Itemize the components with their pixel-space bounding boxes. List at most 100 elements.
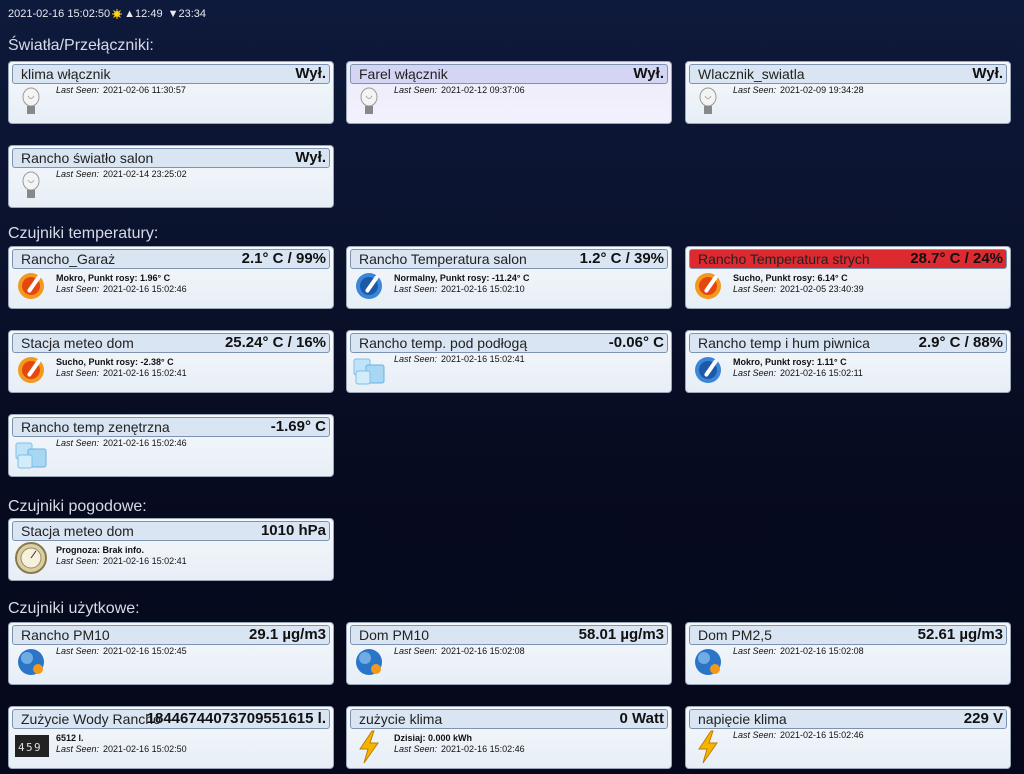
device-card: Stacja meteo dom 1010 hPa Prognoza: Brak i… (8, 518, 334, 581)
device-name: Rancho Temperatura strych (698, 251, 870, 267)
last-seen: Last Seen: 2021-02-16 15:02:08 (394, 646, 525, 656)
device-name: Wlacznik_swiatla (698, 66, 805, 82)
last-seen-time: 2021-02-16 15:02:46 (103, 284, 187, 294)
section-title: Światła/Przełączniki: (8, 37, 154, 54)
last-seen: Last Seen: 2021-02-16 15:02:50 (56, 744, 187, 754)
card-header: napięcie klima 229 V (689, 709, 1007, 729)
device-name: Rancho Temperatura salon (359, 251, 527, 267)
device-icon (15, 542, 47, 574)
device-detail: Sucho, Punkt rosy: 6.14° C (733, 273, 848, 283)
last-seen-label: Last Seen: (733, 730, 777, 740)
device-icon (15, 442, 47, 469)
device-icon (695, 649, 721, 675)
device-card: napięcie klima 229 V Last Seen: 2021-02-16 … (685, 706, 1011, 769)
device-card: Stacja meteo dom 25.24° C / 16% Sucho, Pun… (8, 330, 334, 393)
last-seen: Last Seen: 2021-02-16 15:02:08 (733, 646, 864, 656)
device-card: Farel włącznik Wył. Last Seen: 2021-02-12 0… (346, 61, 672, 124)
last-seen-time: 2021-02-09 19:34:28 (780, 85, 864, 95)
device-name: Zużycie Wody Rancho (21, 711, 161, 727)
last-seen-label: Last Seen: (733, 646, 777, 656)
device-card: Dom PM10 58.01 µg/m3 Last Seen: 2021-02-16 … (346, 622, 672, 685)
device-icon (353, 358, 385, 385)
last-seen-label: Last Seen: (56, 556, 100, 566)
status-bar: 2021-02-16 15:02:50 ▲12:49 ▼23:34 (8, 8, 206, 20)
device-value: 29.1 µg/m3 (248, 626, 326, 643)
device-value: Wył. (295, 149, 326, 166)
last-seen: Last Seen: 2021-02-16 15:02:10 (394, 284, 525, 294)
card-header: Rancho temp i hum piwnica 2.9° C / 88% (689, 333, 1007, 353)
device-name: zużycie klima (359, 711, 443, 727)
device-value: 18446744073709551615 l. (146, 710, 326, 727)
last-seen-label: Last Seen: (733, 284, 777, 294)
device-value: Wył. (295, 65, 326, 82)
device-card: Rancho PM10 29.1 µg/m3 Last Seen: 2021-02-1… (8, 622, 334, 685)
svg-text:9: 9 (34, 741, 41, 754)
device-name: Stacja meteo dom (21, 523, 134, 539)
last-seen-time: 2021-02-12 09:37:06 (441, 85, 525, 95)
device-name: Rancho temp zenętrzna (21, 419, 170, 435)
device-card: Rancho Temperatura strych 28.7° C / 24% Su… (685, 246, 1011, 309)
device-value: -0.06° C (608, 334, 664, 351)
device-detail: Normalny, Punkt rosy: -11.24° C (394, 273, 530, 283)
last-seen: Last Seen: 2021-02-16 15:02:46 (733, 730, 864, 740)
device-value: 0 Watt (619, 710, 664, 727)
card-header: Rancho światło salon Wył. (12, 148, 330, 168)
card-header: Dom PM2,5 52.61 µg/m3 (689, 625, 1007, 645)
device-name: Rancho temp i hum piwnica (698, 335, 870, 351)
device-name: Farel włącznik (359, 66, 448, 82)
card-header: zużycie klima 0 Watt (350, 709, 668, 729)
last-seen-label: Last Seen: (394, 85, 438, 95)
sunset: ▼23:34 (167, 8, 206, 20)
card-header: Rancho Temperatura salon 1.2° C / 39% (350, 249, 668, 269)
card-header: Rancho PM10 29.1 µg/m3 (12, 625, 330, 645)
device-icon (356, 649, 382, 675)
section-title: Czujniki użytkowe: (8, 600, 140, 617)
last-seen-time: 2021-02-16 15:02:46 (441, 744, 525, 754)
last-seen: Last Seen: 2021-02-16 15:02:46 (56, 438, 187, 448)
last-seen: Last Seen: 2021-02-06 11:30:57 (56, 85, 186, 95)
last-seen-label: Last Seen: (56, 438, 100, 448)
section-title: Czujniki temperatury: (8, 225, 159, 242)
device-icon (18, 273, 44, 299)
card-header: Rancho Temperatura strych 28.7° C / 24% (689, 249, 1007, 269)
device-icon (695, 273, 721, 299)
device-value: Wył. (633, 65, 664, 82)
device-icon (695, 357, 721, 383)
device-card: Wlacznik_swiatla Wył. Last Seen: 2021-02-09… (685, 61, 1011, 124)
last-seen: Last Seen: 2021-02-16 15:02:41 (56, 368, 187, 378)
device-value: 229 V (963, 710, 1003, 727)
last-seen-time: 2021-02-16 15:02:41 (103, 556, 187, 566)
last-seen-time: 2021-02-16 15:02:41 (441, 354, 525, 364)
device-card: Rancho temp. pod podłogą -0.06° C Last See… (346, 330, 672, 393)
last-seen: Last Seen: 2021-02-16 15:02:45 (56, 646, 187, 656)
last-seen-time: 2021-02-16 15:02:10 (441, 284, 525, 294)
last-seen-time: 2021-02-16 15:02:08 (780, 646, 864, 656)
device-name: klima włącznik (21, 66, 111, 82)
device-icon (18, 649, 44, 675)
device-detail: Prognoza: Brak info. (56, 545, 145, 555)
last-seen: Last Seen: 2021-02-16 15:02:46 (394, 744, 525, 754)
section-title: Czujniki pogodowe: (8, 498, 147, 515)
last-seen-label: Last Seen: (394, 284, 438, 294)
sunrise: ▲12:49 (124, 8, 163, 20)
last-seen-label: Last Seen: (394, 646, 438, 656)
device-icon (18, 357, 44, 383)
svg-text:5: 5 (26, 741, 33, 754)
device-value: 28.7° C / 24% (910, 250, 1003, 267)
device-detail: Mokro, Punkt rosy: 1.96° C (56, 273, 171, 283)
device-value: 1010 hPa (260, 522, 326, 539)
last-seen-label: Last Seen: (56, 646, 100, 656)
last-seen-time: 2021-02-06 11:30:57 (103, 85, 186, 95)
device-name: Rancho temp. pod podłogą (359, 335, 528, 351)
device-icon (698, 730, 718, 764)
device-value: 2.1° C / 99% (241, 250, 326, 267)
last-seen-time: 2021-02-16 15:02:46 (780, 730, 864, 740)
device-icon (22, 87, 40, 114)
card-header: Rancho temp. pod podłogą -0.06° C (350, 333, 668, 353)
device-detail: Sucho, Punkt rosy: -2.38° C (56, 357, 174, 367)
last-seen-time: 2021-02-14 23:25:02 (103, 169, 187, 179)
device-value: -1.69° C (270, 418, 326, 435)
device-name: Rancho światło salon (21, 150, 154, 166)
card-header: Wlacznik_swiatla Wył. (689, 64, 1007, 84)
